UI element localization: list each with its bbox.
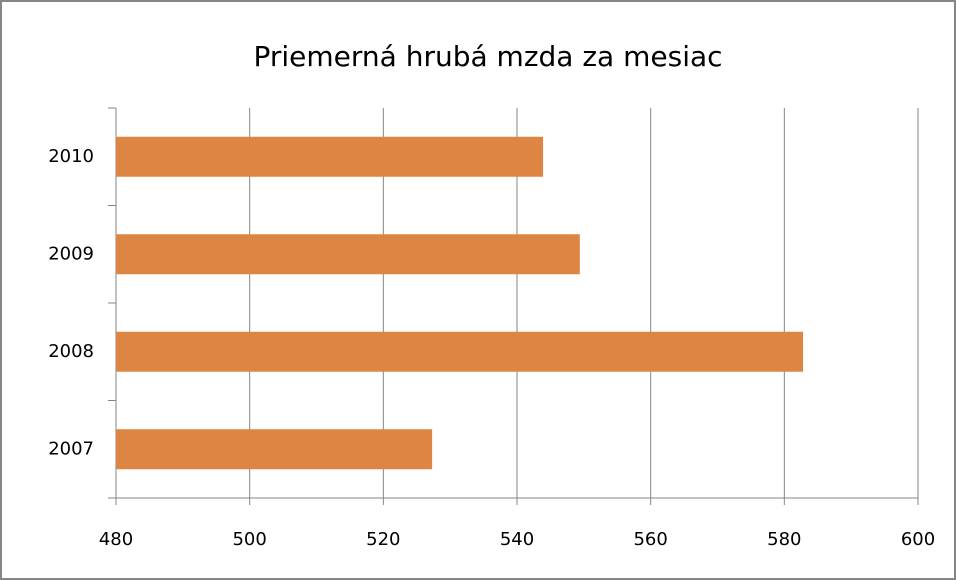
bar xyxy=(116,136,544,177)
x-tick-label: 580 xyxy=(767,529,801,550)
bar xyxy=(116,429,433,470)
y-tick-label: 2007 xyxy=(48,438,94,459)
y-tick-label: 2009 xyxy=(48,243,94,264)
bar xyxy=(116,234,580,275)
bar xyxy=(116,331,804,372)
x-tick-label: 560 xyxy=(633,529,667,550)
chart-title: Priemerná hrubá mzda za mesiac xyxy=(253,40,722,73)
x-tick-label: 500 xyxy=(232,529,266,550)
x-tick-label: 520 xyxy=(366,529,400,550)
y-tick-label: 2008 xyxy=(48,341,94,362)
y-tick-label: 2010 xyxy=(48,146,94,167)
x-tick-label: 600 xyxy=(901,529,935,550)
x-tick-label: 480 xyxy=(99,529,133,550)
x-tick-label: 540 xyxy=(500,529,534,550)
